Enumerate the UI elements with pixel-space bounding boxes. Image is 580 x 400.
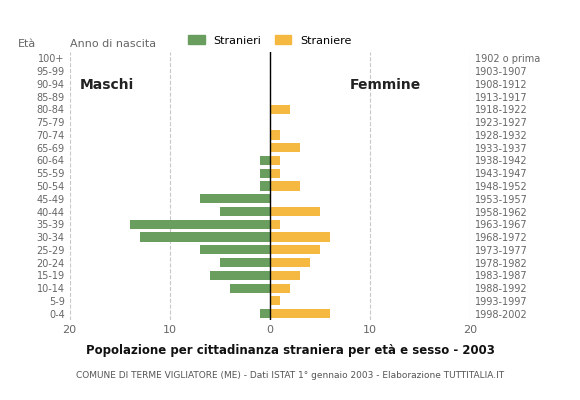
Bar bbox=[200, 194, 270, 203]
Bar bbox=[270, 207, 320, 216]
Bar bbox=[260, 309, 270, 318]
Text: Popolazione per cittadinanza straniera per età e sesso - 2003: Popolazione per cittadinanza straniera p… bbox=[86, 344, 494, 357]
Bar bbox=[270, 130, 280, 140]
Bar bbox=[270, 169, 280, 178]
Bar bbox=[270, 232, 330, 242]
Bar bbox=[270, 220, 280, 229]
Bar bbox=[270, 284, 290, 293]
Bar bbox=[260, 156, 270, 165]
Bar bbox=[220, 258, 270, 267]
Text: Femmine: Femmine bbox=[350, 78, 421, 92]
Text: Anno di nascita: Anno di nascita bbox=[70, 39, 155, 49]
Bar bbox=[260, 169, 270, 178]
Bar bbox=[220, 207, 270, 216]
Text: COMUNE DI TERME VIGLIATORE (ME) - Dati ISTAT 1° gennaio 2003 - Elaborazione TUTT: COMUNE DI TERME VIGLIATORE (ME) - Dati I… bbox=[76, 371, 504, 380]
Bar bbox=[270, 296, 280, 306]
Bar bbox=[200, 245, 270, 254]
Bar bbox=[270, 156, 280, 165]
Bar bbox=[270, 271, 300, 280]
Bar bbox=[260, 182, 270, 190]
Bar bbox=[270, 309, 330, 318]
Text: Maschi: Maschi bbox=[79, 78, 134, 92]
Legend: Stranieri, Straniere: Stranieri, Straniere bbox=[183, 31, 356, 50]
Bar bbox=[270, 258, 310, 267]
Bar bbox=[140, 232, 270, 242]
Bar bbox=[270, 182, 300, 190]
Bar bbox=[230, 284, 270, 293]
Bar bbox=[210, 271, 270, 280]
Bar bbox=[270, 143, 300, 152]
Bar bbox=[270, 245, 320, 254]
Bar bbox=[270, 105, 290, 114]
Bar bbox=[129, 220, 270, 229]
Text: Età: Età bbox=[17, 39, 36, 49]
